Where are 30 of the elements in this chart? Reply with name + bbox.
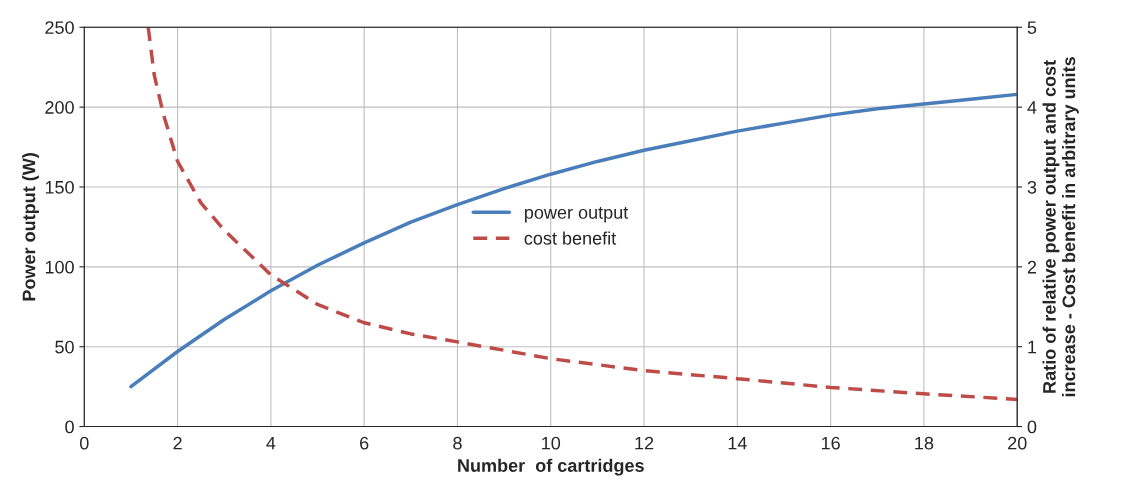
y2-tick-label: 5	[1027, 21, 1037, 34]
y2-tick-label: 3	[1027, 180, 1037, 194]
x-tick-label: 6	[360, 436, 369, 450]
x-tick-label: 12	[635, 436, 654, 450]
x-axis-title: Number of cartridges	[458, 458, 644, 476]
y2-axis-title: Ratio of relative power output and cost increase - Cost benefit in arbitrary units	[1042, 57, 1079, 397]
x-tick-label: 16	[821, 436, 840, 450]
x-tick-label: 8	[453, 436, 462, 450]
x-tick-label: 20	[1008, 436, 1027, 450]
x-tick-label: 18	[915, 436, 934, 450]
y2-tick-label: 0	[1027, 420, 1037, 434]
y-tick-label: 0	[65, 420, 74, 434]
y2-tick-label: 4	[1027, 101, 1037, 114]
line-series	[129, 92, 1018, 389]
y2-tick-label: 2	[1027, 260, 1037, 274]
x-tick-label: 10	[542, 436, 561, 450]
y-axis-title: Power output (W)	[22, 153, 39, 301]
x-tick-label: 0	[79, 436, 89, 450]
line-series	[146, 27, 1018, 402]
legend-label: power output	[525, 206, 629, 223]
x-tick-label: 2	[173, 436, 182, 450]
y-tick-label: 100	[45, 260, 74, 274]
x-tick-label: 4	[266, 436, 276, 450]
y-tick-label: 200	[45, 101, 74, 114]
y-tick-label: 150	[45, 180, 74, 194]
y2-tick-label: 1	[1028, 340, 1037, 354]
x-tick-label: 14	[728, 436, 747, 450]
y-tick-label: 50	[55, 340, 74, 354]
legend-label: cost benefit	[524, 231, 617, 245]
y-tick-label: 250	[45, 21, 74, 34]
